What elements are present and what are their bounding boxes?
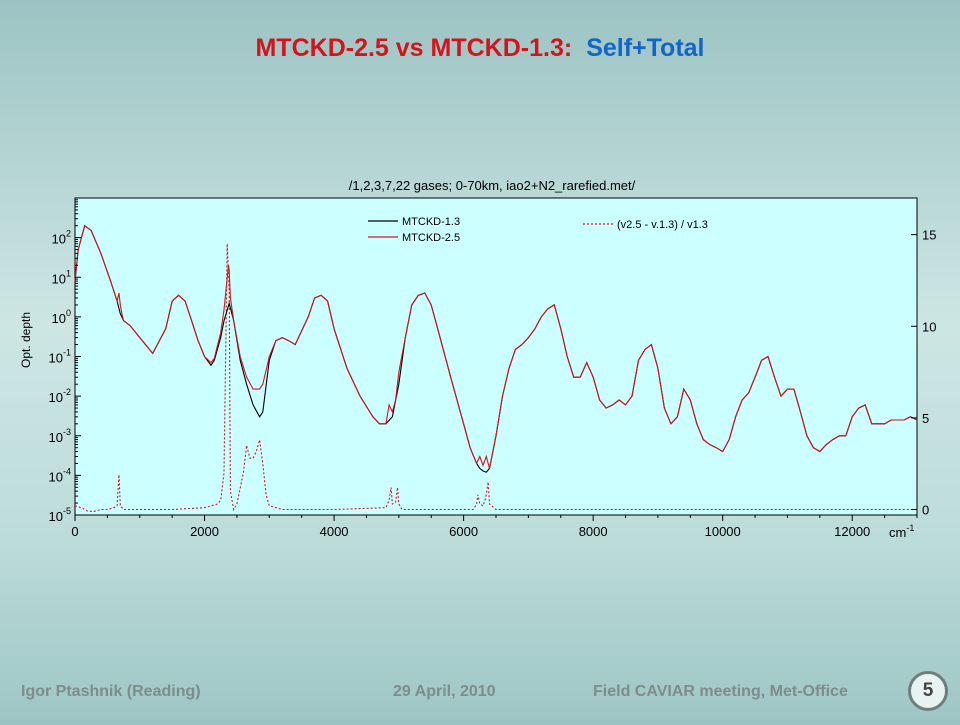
chart-title: /1,2,3,7,22 gases; 0-70km, iao2+N2_raref…: [349, 178, 636, 193]
x-axis-label-exp: -1: [906, 523, 914, 533]
x-tick-label: 8000: [579, 524, 608, 539]
y-axis-label-left: Opt. depth: [19, 312, 33, 368]
y-left-tick-label: 102: [52, 229, 71, 247]
x-tick-label: 0: [71, 524, 78, 539]
footer-event: Field CAVIAR meeting, Met-Office: [593, 683, 848, 700]
legend-label-2: (v2.5 - v.1.3) / v1.3: [617, 219, 708, 231]
series-line-mtckd-2-5: [74, 224, 918, 469]
footer-date: 29 April, 2010: [393, 683, 496, 700]
y-left-tick-label: 10-2: [49, 387, 71, 405]
title-red-part: MTCKD-2.5 vs MTCKD-1.3:: [255, 34, 573, 62]
y-left-tick-label: 10-5: [49, 506, 71, 524]
x-tick-label: 12000: [834, 524, 870, 539]
footer-author: Igor Ptashnik (Reading): [21, 683, 201, 700]
x-tick-label: 6000: [449, 524, 478, 539]
y-right-tick-label: 15: [922, 228, 936, 243]
legend-label-1: MTCKD-2.5: [402, 232, 460, 244]
plot-area: [74, 197, 918, 516]
curves-layer: [74, 224, 918, 512]
x-axis-label-base: cm: [889, 525, 906, 540]
y-left-tick-label: 10-3: [49, 427, 71, 445]
axes-layer: 0 2000 4000 6000 8000 10000 1200010210110010-1…: [49, 199, 936, 539]
x-tick-label: 4000: [320, 524, 349, 539]
page-number-badge: 5: [908, 671, 948, 711]
x-tick-label: 2000: [190, 524, 219, 539]
y-left-tick-label: 10-4: [49, 466, 71, 484]
x-axis-label: cm-1: [889, 523, 914, 540]
y-right-tick-label: 0: [922, 503, 929, 518]
y-left-tick-label: 10-1: [49, 348, 71, 366]
y-left-tick-label: 101: [52, 268, 71, 286]
legend: MTCKD-1.3 MTCKD-2.5 (v2.5 - v.1.3) / v1.3: [368, 216, 708, 244]
legend-label-0: MTCKD-1.3: [402, 216, 460, 228]
series-line-ratio: [74, 243, 917, 512]
x-tick-label: 10000: [705, 524, 741, 539]
title-blue-part: Self+Total: [586, 34, 705, 62]
slide-title: MTCKD-2.5 vs MTCKD-1.3: Self+Total: [0, 34, 960, 63]
y-left-tick-label: 100: [52, 308, 71, 326]
y-right-tick-label: 10: [922, 319, 936, 334]
y-right-tick-label: 5: [922, 411, 929, 426]
